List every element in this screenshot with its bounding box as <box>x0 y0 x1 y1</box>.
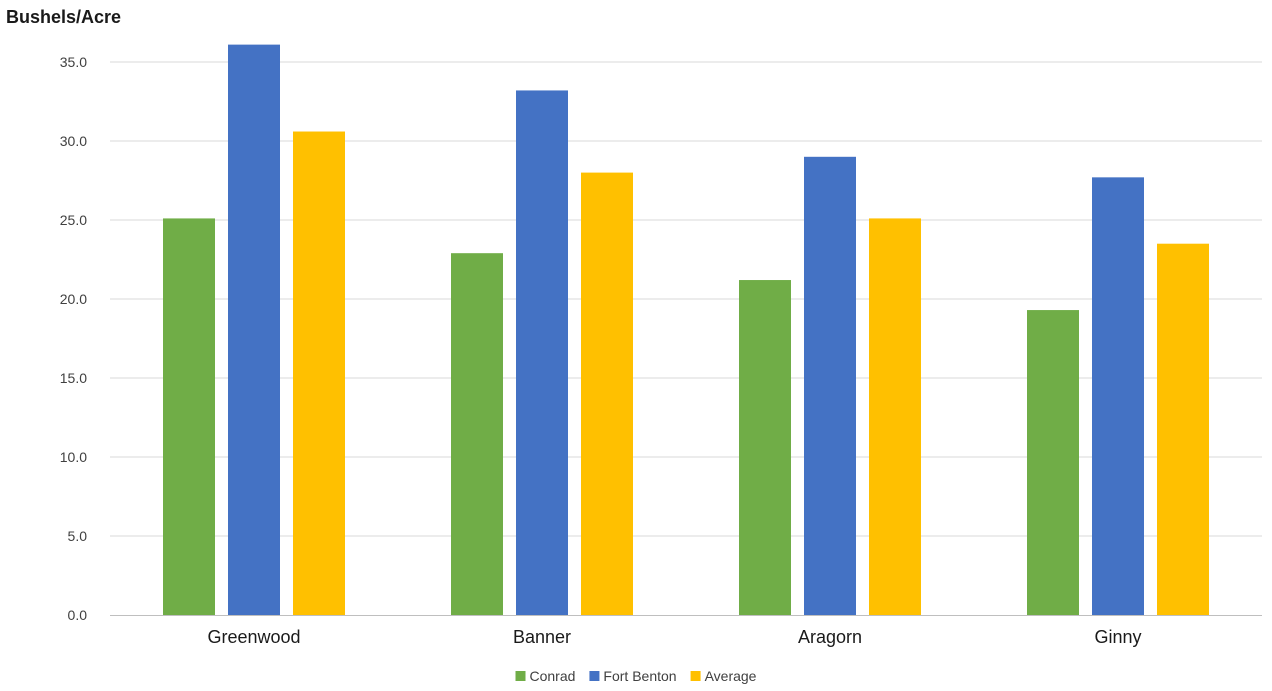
bar-conrad-aragorn <box>739 280 791 615</box>
bars <box>163 44 1209 616</box>
legend-item: Fort Benton <box>589 668 677 684</box>
y-tick-label: 30.0 <box>60 133 87 149</box>
y-tick-label: 0.0 <box>68 607 88 623</box>
bar-average-aragorn <box>869 218 921 616</box>
y-tick-label: 10.0 <box>60 449 87 465</box>
bar-average-ginny <box>1157 243 1209 615</box>
y-tick-label: 35.0 <box>60 54 87 70</box>
legend-label: Conrad <box>530 668 576 684</box>
bar-fort-benton-banner <box>516 90 568 615</box>
bar-fort-benton-ginny <box>1092 177 1144 615</box>
gridlines <box>110 61 1262 537</box>
y-tick-label: 20.0 <box>60 291 87 307</box>
legend-label: Average <box>705 668 757 684</box>
bar-conrad-ginny <box>1027 310 1079 615</box>
x-axis-categories: Greenwood Banner Aragorn Ginny <box>207 627 1141 647</box>
y-axis-label: Bushels/Acre <box>6 7 121 27</box>
y-axis-ticks: 0.0 5.0 10.0 15.0 20.0 25.0 30.0 35.0 <box>60 54 87 623</box>
legend-item: Average <box>690 668 757 684</box>
x-category-label: Aragorn <box>798 627 862 647</box>
bar-fort-benton-greenwood <box>228 44 280 616</box>
bar-conrad-greenwood <box>163 218 215 616</box>
legend-swatch <box>589 671 600 681</box>
y-tick-label: 15.0 <box>60 370 87 386</box>
bar-average-banner <box>581 172 633 615</box>
x-category-label: Banner <box>513 627 571 647</box>
bar-conrad-banner <box>451 253 503 615</box>
y-tick-label: 25.0 <box>60 212 87 228</box>
bar-average-greenwood <box>293 131 345 615</box>
legend-swatch <box>690 671 701 681</box>
legend-label: Fort Benton <box>603 668 676 684</box>
x-category-label: Ginny <box>1094 627 1141 647</box>
y-tick-label: 5.0 <box>68 528 88 544</box>
x-category-label: Greenwood <box>207 627 300 647</box>
legend-item: Conrad <box>515 668 576 684</box>
bar-fort-benton-aragorn <box>804 156 856 616</box>
legend-swatch <box>515 671 526 681</box>
legend: Conrad Fort Benton Average <box>515 668 757 684</box>
